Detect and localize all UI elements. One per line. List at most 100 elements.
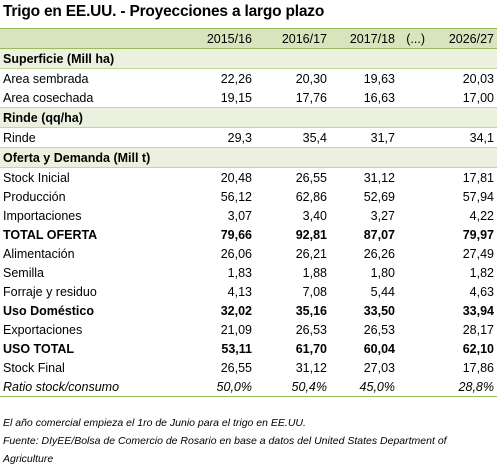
value-cell: 27,49 xyxy=(462,246,494,261)
data-row: Stock Inicial 20,48 26,55 31,12 17,81 xyxy=(0,168,497,188)
value-cell: 26,55 xyxy=(220,360,252,375)
row-label: Importaciones xyxy=(3,208,82,223)
section-row: Rinde (qq/ha) xyxy=(0,107,497,128)
header-cell xyxy=(0,28,185,49)
empty-cell xyxy=(398,107,428,128)
value-cell: 50,0% xyxy=(185,377,255,397)
empty-cell xyxy=(185,107,255,128)
value-cell: 17,00 xyxy=(462,90,494,105)
value-cell: 22,26 xyxy=(220,71,252,86)
row-label: Area cosechada xyxy=(3,90,94,105)
empty-cell xyxy=(398,147,428,168)
data-row: Area sembrada 22,26 20,30 19,63 20,03 xyxy=(0,69,497,89)
section-label: Rinde (qq/ha) xyxy=(0,107,185,128)
value-cell: 33,94 xyxy=(462,303,494,318)
value-cell: 1,83 xyxy=(227,265,252,280)
value-cell: 5,44 xyxy=(370,284,395,299)
row-label: Producción xyxy=(3,189,66,204)
empty-cell xyxy=(255,147,330,168)
empty-cell xyxy=(398,282,428,301)
value-cell: 35,16 xyxy=(295,303,327,318)
value-cell: 1,88 xyxy=(302,265,327,280)
empty-cell xyxy=(330,48,398,69)
data-row: USO TOTAL 53,11 61,70 60,04 62,10 xyxy=(0,339,497,358)
row-label: Stock Inicial xyxy=(3,170,70,185)
header-cell: 2026/27 xyxy=(428,28,497,49)
row-label: Rinde xyxy=(3,130,36,145)
value-cell: 20,03 xyxy=(462,71,494,86)
section-label: Oferta y Demanda (Mill t) xyxy=(0,147,185,168)
row-label: TOTAL OFERTA xyxy=(3,227,98,242)
value-cell: 53,11 xyxy=(221,341,252,356)
data-row: Exportaciones 21,09 26,53 26,53 28,17 xyxy=(0,320,497,339)
row-label: Forraje y residuo xyxy=(3,284,97,299)
value-cell: 16,63 xyxy=(363,90,395,105)
empty-cell xyxy=(398,187,428,206)
value-cell: 26,53 xyxy=(295,322,327,337)
source: Fuente: DIyEE/Bolsa de Comercio de Rosar… xyxy=(3,435,447,465)
value-cell: 26,55 xyxy=(295,170,327,185)
value-cell: 56,12 xyxy=(220,189,252,204)
empty-cell xyxy=(398,339,428,358)
empty-cell xyxy=(398,69,428,89)
data-row: Alimentación 26,06 26,21 26,26 27,49 xyxy=(0,244,497,263)
data-row: Importaciones 3,07 3,40 3,27 4,22 xyxy=(0,206,497,225)
data-row: Forraje y residuo 4,13 7,08 5,44 4,63 xyxy=(0,282,497,301)
row-label: Alimentación xyxy=(3,246,75,261)
empty-cell xyxy=(398,206,428,225)
empty-cell xyxy=(398,377,428,397)
data-row: Ratio stock/consumo 50,0% 50,4% 45,0% 28,8% xyxy=(0,377,497,397)
value-cell: 60,04 xyxy=(363,341,395,356)
empty-cell xyxy=(185,147,255,168)
empty-cell xyxy=(428,147,497,168)
data-row: TOTAL OFERTA 79,66 92,81 87,07 79,97 xyxy=(0,225,497,244)
value-cell: 21,09 xyxy=(220,322,252,337)
empty-cell xyxy=(398,168,428,188)
section-row: Oferta y Demanda (Mill t) xyxy=(0,147,497,168)
empty-cell xyxy=(398,358,428,377)
row-label: Stock Final xyxy=(3,360,65,375)
value-cell: 34,1 xyxy=(469,130,494,145)
value-cell: 32,02 xyxy=(220,303,252,318)
value-cell: 3,40 xyxy=(302,208,327,223)
value-cell: 19,15 xyxy=(220,90,252,105)
empty-cell xyxy=(255,107,330,128)
section-row: Superficie (Mill ha) xyxy=(0,48,497,69)
value-cell: 27,03 xyxy=(363,360,395,375)
empty-cell xyxy=(398,244,428,263)
value-cell: 17,76 xyxy=(295,90,327,105)
value-cell: 35,4 xyxy=(302,130,327,145)
data-row: Producción 56,12 62,86 52,69 57,94 xyxy=(0,187,497,206)
value-cell: 87,07 xyxy=(363,227,395,242)
value-cell: 20,48 xyxy=(220,170,252,185)
empty-cell xyxy=(185,48,255,69)
data-row: Stock Final 26,55 31,12 27,03 17,86 xyxy=(0,358,497,377)
empty-cell xyxy=(428,107,497,128)
header-cell: (...) xyxy=(398,28,428,49)
row-label: USO TOTAL xyxy=(3,341,75,356)
empty-cell xyxy=(398,88,428,108)
value-cell: 26,06 xyxy=(220,246,252,261)
header-cell: 2016/17 xyxy=(255,28,330,49)
value-cell: 92,81 xyxy=(295,227,327,242)
value-cell: 17,86 xyxy=(462,360,494,375)
row-label: Uso Doméstico xyxy=(3,303,94,318)
empty-cell xyxy=(398,301,428,320)
value-cell: 26,53 xyxy=(363,322,395,337)
value-cell: 28,17 xyxy=(462,322,494,337)
note: El año comercial empieza el 1ro de Junio… xyxy=(3,417,306,429)
value-cell: 3,27 xyxy=(370,208,395,223)
row-label: Exportaciones xyxy=(3,322,83,337)
value-cell: 17,81 xyxy=(462,170,494,185)
value-cell: 1,80 xyxy=(370,265,395,280)
value-cell: 1,82 xyxy=(469,265,494,280)
value-cell: 57,94 xyxy=(462,189,494,204)
empty-cell xyxy=(255,48,330,69)
value-cell: 26,21 xyxy=(295,246,327,261)
empty-cell xyxy=(398,48,428,69)
data-row: Semilla 1,83 1,88 1,80 1,82 xyxy=(0,263,497,282)
value-cell: 31,7 xyxy=(370,130,395,145)
empty-cell xyxy=(398,128,428,148)
value-cell: 29,3 xyxy=(227,130,252,145)
